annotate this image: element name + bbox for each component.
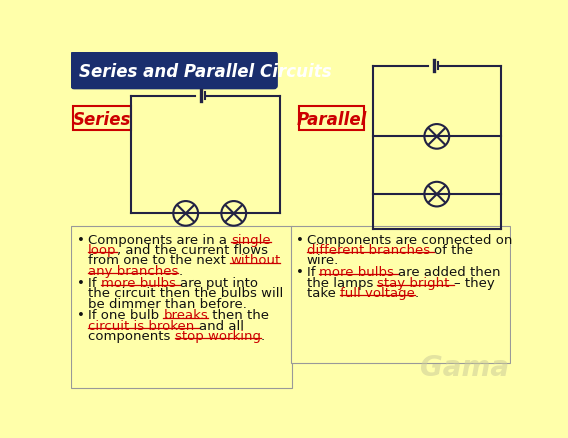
Text: components: components — [88, 329, 175, 343]
Text: circuit is broken: circuit is broken — [88, 319, 199, 332]
Text: .: . — [178, 264, 182, 277]
Text: Components are connected on: Components are connected on — [307, 233, 512, 246]
Text: Components are in a: Components are in a — [88, 233, 231, 246]
Text: •: • — [77, 233, 85, 246]
Text: are added then: are added then — [399, 266, 501, 279]
Text: stop working: stop working — [175, 329, 261, 343]
FancyBboxPatch shape — [299, 106, 364, 131]
Text: without: without — [230, 254, 281, 267]
Text: and all: and all — [199, 319, 244, 332]
Text: full voltage: full voltage — [340, 286, 415, 300]
Text: If: If — [307, 266, 319, 279]
Text: If: If — [88, 276, 101, 289]
Text: the circuit then the bulbs will: the circuit then the bulbs will — [88, 286, 283, 300]
Text: from one to the next: from one to the next — [88, 254, 230, 267]
Text: be dimmer than before.: be dimmer than before. — [88, 297, 247, 310]
Text: more bulbs: more bulbs — [319, 266, 399, 279]
Text: then the: then the — [208, 309, 269, 322]
Text: •: • — [77, 276, 85, 289]
FancyBboxPatch shape — [71, 227, 292, 388]
FancyBboxPatch shape — [291, 227, 511, 363]
Text: , and the current flows: , and the current flows — [116, 244, 268, 256]
Text: the lamps: the lamps — [307, 276, 377, 289]
Text: of the: of the — [434, 244, 473, 256]
Text: take: take — [307, 286, 340, 300]
Text: Series and Parallel Circuits: Series and Parallel Circuits — [79, 63, 331, 81]
Text: If one bulb: If one bulb — [88, 309, 164, 322]
Text: stay bright: stay bright — [377, 276, 454, 289]
Text: Series: Series — [73, 110, 131, 128]
Text: – they: – they — [454, 276, 495, 289]
Text: are put into: are put into — [180, 276, 258, 289]
Text: more bulbs: more bulbs — [101, 276, 180, 289]
Text: .: . — [261, 329, 265, 343]
FancyBboxPatch shape — [73, 106, 131, 131]
Text: wire.: wire. — [307, 254, 339, 267]
Text: •: • — [296, 233, 304, 246]
Text: .: . — [415, 286, 419, 300]
Text: •: • — [296, 266, 304, 279]
Text: loop: loop — [88, 244, 116, 256]
Text: Gama: Gama — [420, 353, 509, 381]
Text: breaks: breaks — [164, 309, 208, 322]
FancyBboxPatch shape — [71, 53, 277, 89]
Text: single: single — [231, 233, 271, 246]
Text: •: • — [77, 309, 85, 322]
Text: different branches: different branches — [307, 244, 434, 256]
Text: Parallel: Parallel — [296, 110, 366, 128]
Text: any branches: any branches — [88, 264, 178, 277]
